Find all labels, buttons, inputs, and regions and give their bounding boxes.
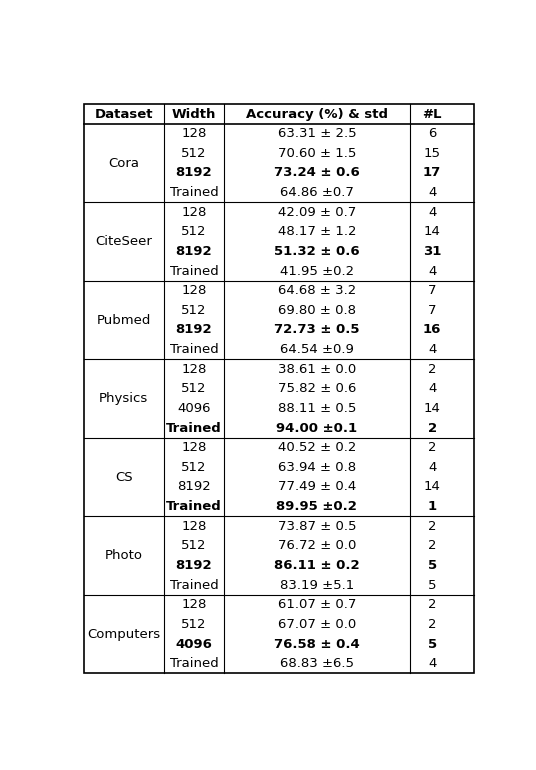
Text: #L: #L bbox=[422, 108, 442, 121]
Text: 2: 2 bbox=[428, 539, 436, 552]
Text: 75.82 ± 0.6: 75.82 ± 0.6 bbox=[278, 383, 356, 395]
Text: 2: 2 bbox=[428, 520, 436, 533]
Text: 67.07 ± 0.0: 67.07 ± 0.0 bbox=[278, 618, 356, 631]
Text: Trained: Trained bbox=[169, 343, 218, 356]
Text: 73.24 ± 0.6: 73.24 ± 0.6 bbox=[274, 166, 360, 179]
Text: 88.11 ± 0.5: 88.11 ± 0.5 bbox=[278, 402, 356, 415]
Text: 512: 512 bbox=[181, 383, 207, 395]
Text: 8192: 8192 bbox=[176, 166, 212, 179]
Text: Accuracy (%) & std: Accuracy (%) & std bbox=[246, 108, 388, 121]
Text: Trained: Trained bbox=[169, 657, 218, 670]
Text: 2: 2 bbox=[428, 618, 436, 631]
Text: 40.52 ± 0.2: 40.52 ± 0.2 bbox=[278, 441, 356, 454]
Text: 512: 512 bbox=[181, 304, 207, 316]
Text: 2: 2 bbox=[428, 441, 436, 454]
Text: Trained: Trained bbox=[169, 578, 218, 591]
Text: Width: Width bbox=[172, 108, 216, 121]
Text: Computers: Computers bbox=[87, 628, 160, 641]
Text: 1: 1 bbox=[428, 500, 437, 513]
Text: 64.86 ±0.7: 64.86 ±0.7 bbox=[280, 186, 354, 199]
Text: 128: 128 bbox=[181, 520, 206, 533]
Text: 128: 128 bbox=[181, 127, 206, 140]
Text: 14: 14 bbox=[423, 226, 441, 239]
Text: Trained: Trained bbox=[169, 265, 218, 278]
Text: 8192: 8192 bbox=[176, 559, 212, 572]
Text: 68.83 ±6.5: 68.83 ±6.5 bbox=[280, 657, 354, 670]
Text: 7: 7 bbox=[428, 284, 436, 297]
Text: CS: CS bbox=[115, 470, 132, 484]
Text: 512: 512 bbox=[181, 147, 207, 160]
Text: 51.32 ± 0.6: 51.32 ± 0.6 bbox=[274, 245, 360, 258]
Text: 73.87 ± 0.5: 73.87 ± 0.5 bbox=[278, 520, 356, 533]
Text: 128: 128 bbox=[181, 206, 206, 219]
Text: 4: 4 bbox=[428, 186, 436, 199]
Text: 128: 128 bbox=[181, 598, 206, 611]
Text: Photo: Photo bbox=[105, 549, 143, 562]
Text: Dataset: Dataset bbox=[94, 108, 153, 121]
Text: 512: 512 bbox=[181, 539, 207, 552]
Text: 77.49 ± 0.4: 77.49 ± 0.4 bbox=[278, 480, 356, 494]
Text: 63.31 ± 2.5: 63.31 ± 2.5 bbox=[278, 127, 356, 140]
Text: 15: 15 bbox=[423, 147, 441, 160]
Text: Trained: Trained bbox=[166, 422, 222, 434]
Text: 86.11 ± 0.2: 86.11 ± 0.2 bbox=[274, 559, 360, 572]
Text: 61.07 ± 0.7: 61.07 ± 0.7 bbox=[278, 598, 356, 611]
Text: Physics: Physics bbox=[99, 392, 148, 405]
Text: 5: 5 bbox=[428, 638, 437, 651]
Text: 128: 128 bbox=[181, 441, 206, 454]
Text: 7: 7 bbox=[428, 304, 436, 316]
Text: 48.17 ± 1.2: 48.17 ± 1.2 bbox=[278, 226, 356, 239]
Text: 6: 6 bbox=[428, 127, 436, 140]
Text: 512: 512 bbox=[181, 618, 207, 631]
Text: 70.60 ± 1.5: 70.60 ± 1.5 bbox=[278, 147, 356, 160]
Text: 128: 128 bbox=[181, 363, 206, 376]
Text: 2: 2 bbox=[428, 598, 436, 611]
Text: 4096: 4096 bbox=[177, 402, 211, 415]
Text: Trained: Trained bbox=[166, 500, 222, 513]
Text: 94.00 ±0.1: 94.00 ±0.1 bbox=[277, 422, 358, 434]
Text: 8192: 8192 bbox=[177, 480, 211, 494]
Text: 4096: 4096 bbox=[175, 638, 212, 651]
Text: 64.54 ±0.9: 64.54 ±0.9 bbox=[280, 343, 354, 356]
Text: Pubmed: Pubmed bbox=[96, 313, 151, 326]
Text: 4: 4 bbox=[428, 206, 436, 219]
Text: 5: 5 bbox=[428, 578, 436, 591]
Text: 8192: 8192 bbox=[176, 323, 212, 336]
Text: Trained: Trained bbox=[169, 186, 218, 199]
Text: 4: 4 bbox=[428, 657, 436, 670]
Text: 16: 16 bbox=[423, 323, 441, 336]
Text: 2: 2 bbox=[428, 363, 436, 376]
Text: 128: 128 bbox=[181, 284, 206, 297]
Text: 83.19 ±5.1: 83.19 ±5.1 bbox=[280, 578, 354, 591]
Text: 69.80 ± 0.8: 69.80 ± 0.8 bbox=[278, 304, 356, 316]
Text: 89.95 ±0.2: 89.95 ±0.2 bbox=[277, 500, 358, 513]
Text: Cora: Cora bbox=[108, 156, 139, 169]
Text: 76.72 ± 0.0: 76.72 ± 0.0 bbox=[278, 539, 356, 552]
Text: 17: 17 bbox=[423, 166, 441, 179]
Text: 14: 14 bbox=[423, 402, 441, 415]
Text: 8192: 8192 bbox=[176, 245, 212, 258]
Text: CiteSeer: CiteSeer bbox=[95, 235, 152, 248]
Text: 31: 31 bbox=[423, 245, 441, 258]
Text: 14: 14 bbox=[423, 480, 441, 494]
Text: 38.61 ± 0.0: 38.61 ± 0.0 bbox=[278, 363, 356, 376]
Text: 63.94 ± 0.8: 63.94 ± 0.8 bbox=[278, 461, 356, 474]
Text: 72.73 ± 0.5: 72.73 ± 0.5 bbox=[274, 323, 360, 336]
Text: 64.68 ± 3.2: 64.68 ± 3.2 bbox=[278, 284, 356, 297]
Text: 4: 4 bbox=[428, 343, 436, 356]
Text: 4: 4 bbox=[428, 461, 436, 474]
Text: 41.95 ±0.2: 41.95 ±0.2 bbox=[280, 265, 354, 278]
Text: 4: 4 bbox=[428, 383, 436, 395]
Text: 2: 2 bbox=[428, 422, 437, 434]
Text: 76.58 ± 0.4: 76.58 ± 0.4 bbox=[274, 638, 360, 651]
Text: 5: 5 bbox=[428, 559, 437, 572]
Text: 4: 4 bbox=[428, 265, 436, 278]
Text: 512: 512 bbox=[181, 226, 207, 239]
Text: 512: 512 bbox=[181, 461, 207, 474]
Text: 42.09 ± 0.7: 42.09 ± 0.7 bbox=[278, 206, 356, 219]
